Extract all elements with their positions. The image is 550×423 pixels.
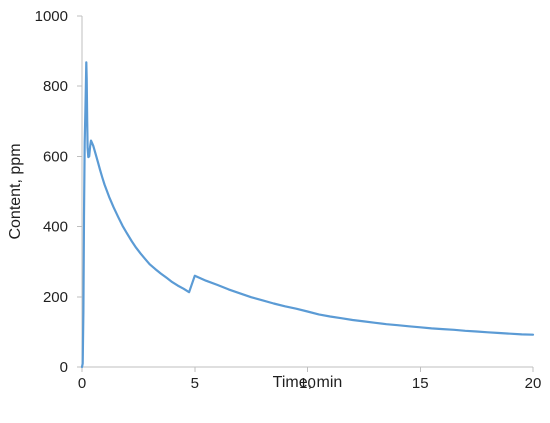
- y-tick-label: 800: [43, 78, 68, 95]
- y-tick-label: 600: [43, 148, 68, 165]
- x-axis-title: Time, min: [273, 374, 343, 391]
- x-tick-label: 5: [191, 375, 199, 392]
- x-tick-label: 10: [299, 375, 316, 392]
- series-line: [80, 61, 535, 369]
- y-axis-title: Content, ppm: [7, 143, 24, 239]
- y-tick-label: 400: [43, 219, 68, 236]
- x-tick-label: 15: [412, 375, 429, 392]
- axes: [81, 16, 533, 368]
- x-tick-label: 20: [525, 375, 542, 392]
- y-tick-label: 1000: [35, 8, 68, 25]
- x-tick-label: 0: [78, 375, 86, 392]
- y-tick-label: 0: [60, 359, 68, 376]
- y-tick-label: 200: [43, 289, 68, 306]
- series-layer: [80, 61, 535, 369]
- ticks: 0 200 400 600 800 1000 0 5 10 15 20: [35, 8, 542, 392]
